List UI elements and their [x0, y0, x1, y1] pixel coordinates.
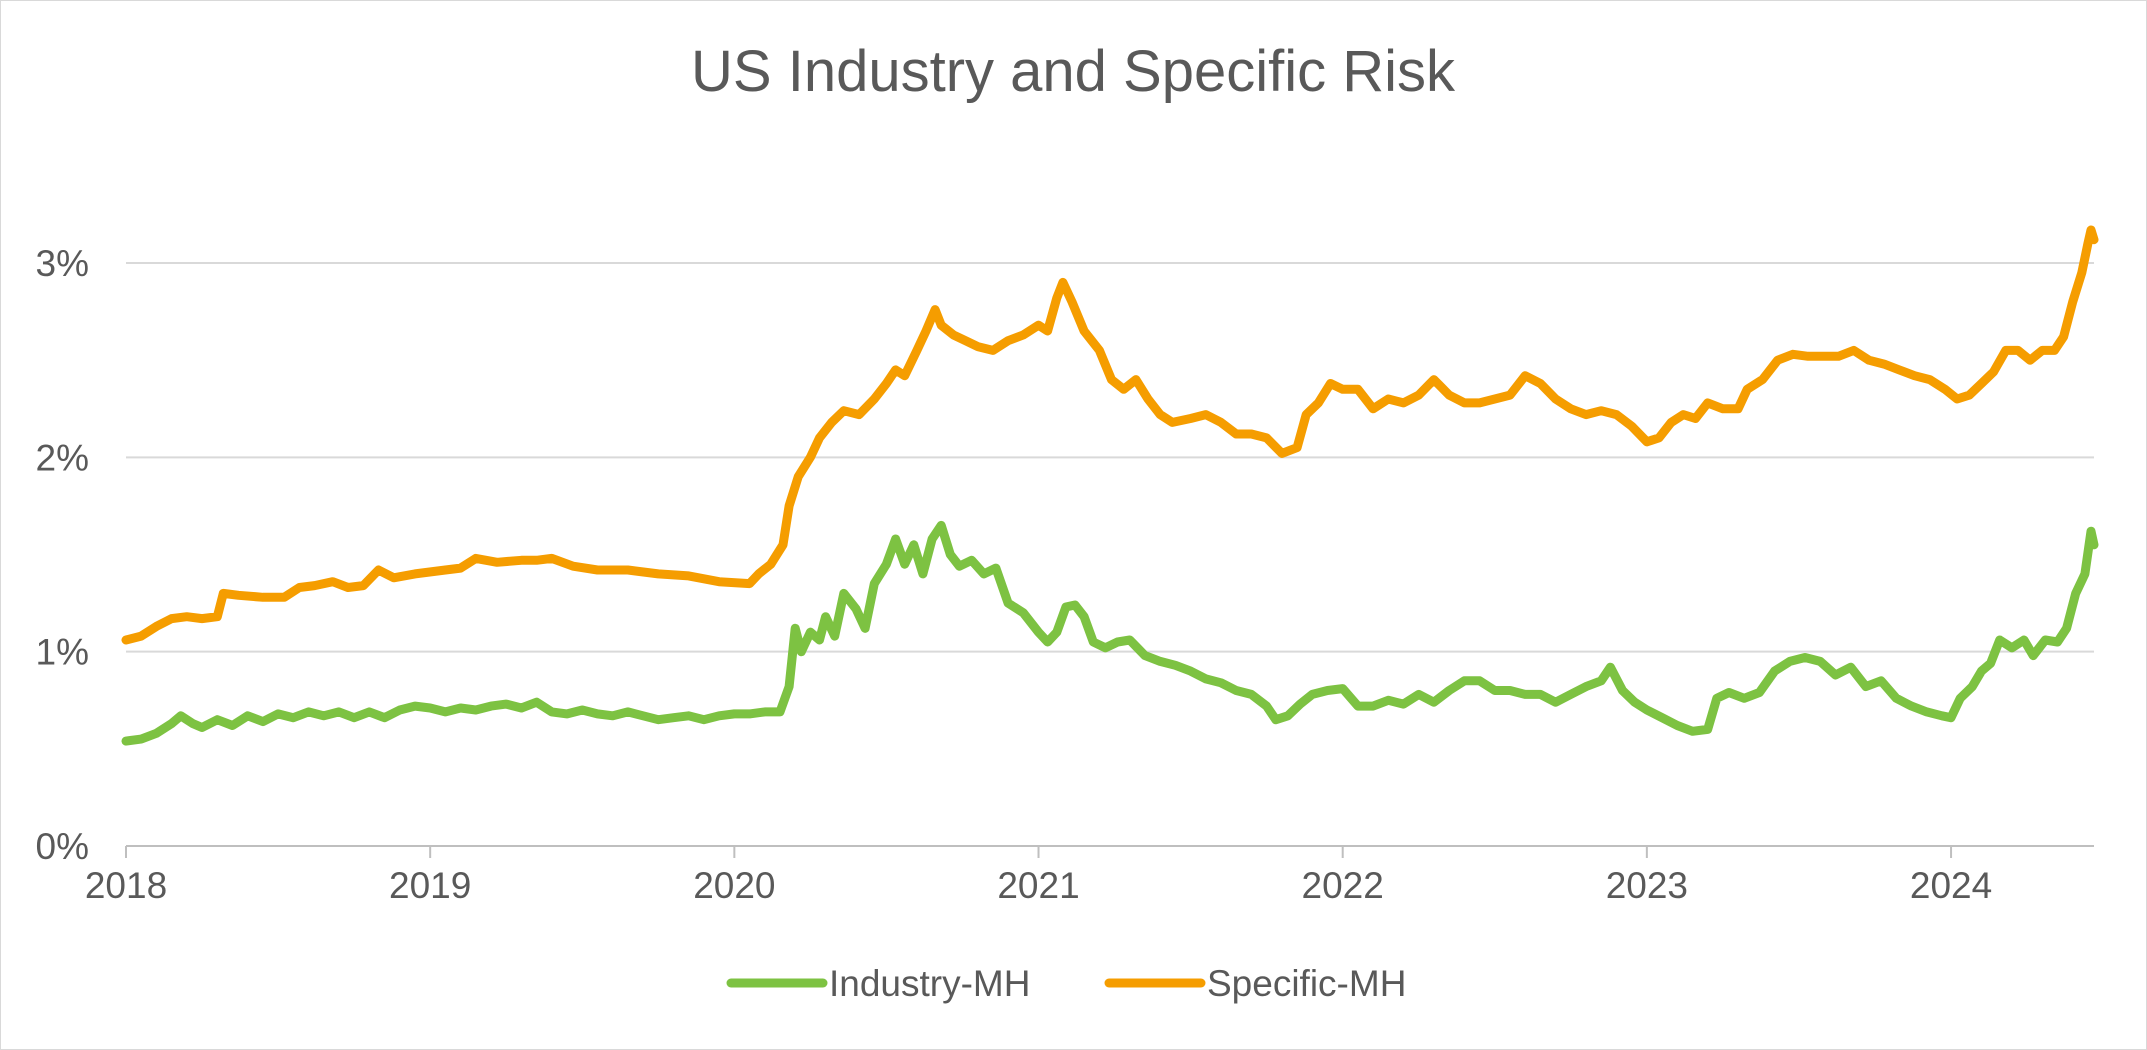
axes: 0% 1% 2% 3% 2018 2019 2020 2021 2022 2023 2024: [36, 243, 2094, 906]
chart-title: US Industry and Specific Risk: [691, 39, 1456, 104]
x-tick-label: 2019: [389, 865, 471, 906]
series-line-industry-mh: [121, 520, 2099, 746]
x-tick-label: 2022: [1302, 865, 1384, 906]
x-tick-label: 2018: [85, 865, 167, 906]
legend-item: Specific-MH: [1104, 963, 1406, 1004]
series-lines: [121, 225, 2099, 746]
x-tick-label: 2023: [1606, 865, 1688, 906]
x-tick-label: 2020: [693, 865, 775, 906]
legend-item: Industry-MH: [726, 963, 1030, 1004]
y-tick-label: 3%: [36, 243, 89, 284]
legend-label: Specific-MH: [1207, 963, 1406, 1004]
y-tick-label: 2%: [36, 437, 89, 478]
x-tick-label: 2024: [1910, 865, 1992, 906]
x-tick-label: 2021: [997, 865, 1079, 906]
gridlines: [126, 262, 2094, 653]
legend-label: Industry-MH: [829, 963, 1030, 1004]
legend: Industry-MH Specific-MH: [726, 963, 1406, 1004]
series-line-specific-mh: [121, 225, 2099, 645]
y-tick-label: 1%: [36, 632, 89, 673]
y-tick-label: 0%: [36, 826, 89, 867]
